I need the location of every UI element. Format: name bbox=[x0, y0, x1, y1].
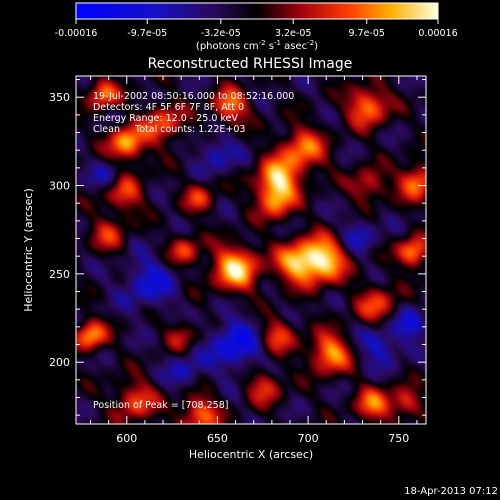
y-tick-label: 300 bbox=[49, 180, 70, 193]
colorbar-tick-label: 0.00016 bbox=[418, 28, 457, 39]
colorbar bbox=[76, 3, 438, 19]
x-tick-label: 600 bbox=[116, 432, 137, 445]
y-tick-label: 350 bbox=[49, 91, 70, 104]
info-line-energy: Energy Range: 12.0 - 25.0 keV bbox=[93, 113, 238, 124]
colorbar-ticks: -0.00016 -9.7e-05 -3.2e-05 3.2e-05 9.7e-05 0.… bbox=[55, 19, 458, 39]
axis-ticks: 600 650 700 750 200 250 300 350 bbox=[49, 76, 426, 445]
heatmap-image bbox=[76, 76, 426, 424]
y-axis-label: Heliocentric Y (arcsec) bbox=[22, 188, 35, 312]
info-line-method: Clean Total counts: 1.22E+03 bbox=[93, 124, 245, 135]
peak-position-label: Position of Peak = [708,258] bbox=[93, 400, 228, 411]
x-tick-label: 750 bbox=[388, 432, 409, 445]
colorbar-tick-label: 9.7e-05 bbox=[348, 28, 384, 39]
colorbar-frame bbox=[75, 2, 439, 20]
chart-title: Reconstructed RHESSI Image bbox=[148, 56, 353, 72]
x-axis-label: Heliocentric X (arcsec) bbox=[189, 448, 313, 461]
colorbar-tick-label: -3.2e-05 bbox=[201, 28, 241, 39]
plot-frame bbox=[75, 75, 427, 425]
x-tick-label: 700 bbox=[298, 432, 319, 445]
x-tick-label: 650 bbox=[207, 432, 228, 445]
colorbar-tick-label: -9.7e-05 bbox=[127, 28, 167, 39]
y-tick-label: 250 bbox=[49, 268, 70, 281]
info-line-detectors: Detectors: 4F 5F 6F 7F 8F, Att 0 bbox=[93, 102, 244, 113]
colorbar-tick-label: -0.00016 bbox=[55, 28, 98, 39]
info-line-time: 19-Jul-2002 08:50:16.000 to 08:52:16.000 bbox=[93, 91, 294, 102]
colorbar-tick-label: 3.2e-05 bbox=[275, 28, 311, 39]
timestamp: 18-Apr-2013 07:12 bbox=[404, 486, 498, 497]
colorbar-unit-label: (photons cm-2 s-1 asec-2) bbox=[196, 39, 318, 52]
y-tick-label: 200 bbox=[49, 356, 70, 369]
observation-info: 19-Jul-2002 08:50:16.000 to 08:52:16.000… bbox=[93, 91, 294, 135]
